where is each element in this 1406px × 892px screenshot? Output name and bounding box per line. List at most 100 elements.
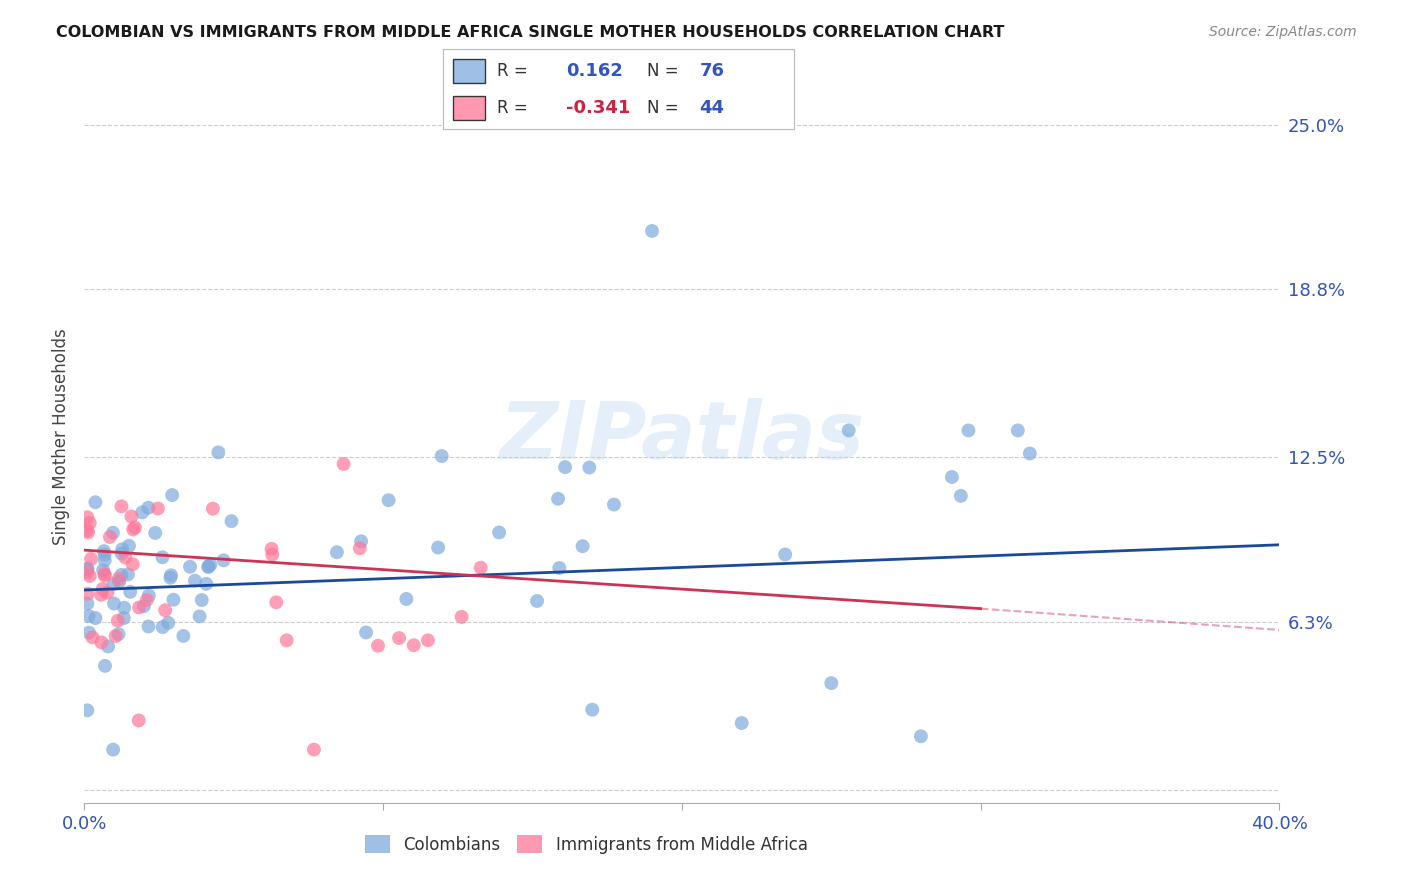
Point <box>90 588 112 602</box>
Point <box>77 609 100 624</box>
Point <box>138 589 160 603</box>
Point <box>93 567 115 582</box>
Text: 0.162: 0.162 <box>565 62 623 79</box>
Point <box>820 676 842 690</box>
Point <box>402 638 425 652</box>
Point <box>160 488 183 502</box>
Point <box>91 563 114 577</box>
Point <box>117 567 139 582</box>
Point <box>90 635 112 649</box>
Point <box>266 595 288 609</box>
Point <box>98 530 121 544</box>
Point <box>118 539 141 553</box>
Point <box>212 553 235 567</box>
Point <box>93 544 115 558</box>
Point <box>571 539 593 553</box>
Text: Source: ZipAtlas.com: Source: ZipAtlas.com <box>1209 25 1357 39</box>
Point <box>101 742 124 756</box>
Point <box>76 587 98 601</box>
Point <box>172 629 194 643</box>
Point <box>84 611 107 625</box>
Point <box>450 610 472 624</box>
Y-axis label: Single Mother Households: Single Mother Households <box>52 329 70 545</box>
Point <box>124 520 146 534</box>
Point <box>262 548 284 562</box>
Point <box>77 625 100 640</box>
Point <box>79 516 101 530</box>
Point <box>91 582 114 596</box>
Point <box>221 514 243 528</box>
Text: 76: 76 <box>699 62 724 79</box>
Text: R =: R = <box>498 62 529 79</box>
Text: COLOMBIAN VS IMMIGRANTS FROM MIDDLE AFRICA SINGLE MOTHER HOUSEHOLDS CORRELATION : COLOMBIAN VS IMMIGRANTS FROM MIDDLE AFRI… <box>56 25 1005 40</box>
Point <box>104 629 127 643</box>
Point <box>488 525 510 540</box>
Point <box>131 505 153 519</box>
Point <box>101 525 124 540</box>
Point <box>132 599 155 614</box>
Point <box>957 424 980 438</box>
Point <box>84 495 107 509</box>
Point <box>910 729 932 743</box>
Point <box>949 489 972 503</box>
Text: N =: N = <box>647 62 678 79</box>
Point <box>107 614 129 628</box>
Point <box>547 491 569 506</box>
Point <box>96 585 118 599</box>
Point <box>731 716 754 731</box>
Text: R =: R = <box>498 99 529 117</box>
Point <box>388 631 411 645</box>
Point <box>641 224 664 238</box>
Point <box>377 493 399 508</box>
Point <box>146 501 169 516</box>
Point <box>82 631 104 645</box>
Point <box>427 541 450 555</box>
Point <box>152 550 174 565</box>
Point <box>80 552 103 566</box>
Point <box>395 591 418 606</box>
Point <box>76 566 98 580</box>
Point <box>354 625 377 640</box>
Point <box>188 609 211 624</box>
Point <box>1018 446 1040 460</box>
Point <box>128 600 150 615</box>
Point <box>143 525 166 540</box>
Point <box>76 597 98 611</box>
Point <box>128 714 150 728</box>
Point <box>554 460 576 475</box>
Point <box>157 615 180 630</box>
Point <box>79 569 101 583</box>
Point <box>350 534 373 549</box>
Point <box>838 424 860 438</box>
Point <box>114 550 136 565</box>
Point <box>195 576 218 591</box>
Point <box>76 703 98 717</box>
Point <box>773 548 796 562</box>
FancyBboxPatch shape <box>453 59 485 83</box>
Point <box>548 561 571 575</box>
Point <box>111 542 134 557</box>
Point <box>120 509 142 524</box>
Point <box>111 547 134 561</box>
Point <box>160 568 183 582</box>
Point <box>416 633 439 648</box>
Point <box>184 574 207 588</box>
Point <box>94 568 117 582</box>
Point <box>191 593 214 607</box>
Point <box>153 603 176 617</box>
Point <box>1007 424 1029 438</box>
Point <box>470 560 492 574</box>
Point <box>93 548 115 562</box>
Point <box>121 558 143 572</box>
Point <box>201 501 224 516</box>
Point <box>120 584 142 599</box>
Point <box>110 568 132 582</box>
Point <box>260 541 283 556</box>
Point <box>107 627 129 641</box>
Point <box>110 500 132 514</box>
Point <box>197 559 219 574</box>
Point <box>159 571 181 585</box>
Point <box>207 445 229 459</box>
Point <box>326 545 349 559</box>
Point <box>332 457 354 471</box>
